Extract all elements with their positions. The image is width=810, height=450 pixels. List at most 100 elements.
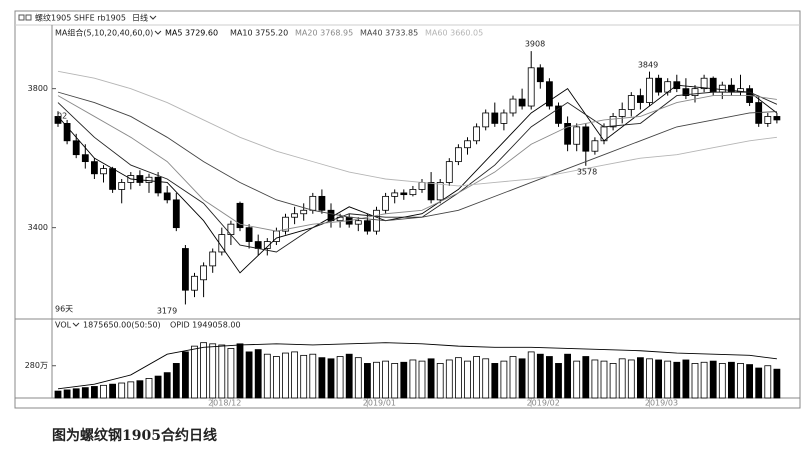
volume-bar — [536, 353, 544, 399]
volume-value: 1875650.00(50:50) — [83, 321, 161, 330]
volume-bar — [373, 361, 380, 399]
candle-body — [500, 112, 508, 124]
volume-bar — [400, 361, 408, 399]
volume-bar — [227, 348, 235, 399]
x-tick-label: 2018/12 — [208, 399, 241, 408]
volume-bar — [282, 352, 289, 399]
volume-bar — [236, 343, 244, 399]
volume-bar — [518, 358, 526, 399]
ma-line — [57, 95, 777, 232]
x-tick-label: 2019/02 — [527, 399, 560, 408]
volume-bar — [600, 360, 608, 399]
volume-bar — [464, 360, 471, 399]
volume-bar — [209, 343, 217, 399]
volume-bar — [354, 357, 362, 399]
annotation: 3849 — [638, 61, 658, 70]
candle-body — [700, 77, 708, 90]
candle-body — [418, 182, 426, 190]
candle-body — [764, 116, 772, 124]
candle-body — [646, 77, 653, 103]
dropdown-icon[interactable] — [149, 15, 157, 20]
volume-bar — [363, 363, 371, 399]
candle-body — [263, 241, 271, 249]
volume-bar — [54, 390, 62, 399]
volume-bar — [454, 357, 462, 399]
candle-body — [227, 223, 235, 236]
candle-body — [409, 189, 417, 196]
menu-icon[interactable] — [25, 14, 32, 21]
menu-icon[interactable] — [18, 14, 25, 21]
volume-bar — [382, 360, 390, 399]
volume-bar — [118, 382, 126, 399]
volume-bar — [81, 387, 89, 399]
volume-bar — [436, 363, 444, 399]
volume-bar — [737, 363, 744, 399]
volume-bar — [473, 356, 481, 399]
volume-bar — [682, 359, 690, 399]
volume-bar — [655, 359, 662, 399]
candle-body — [391, 192, 399, 197]
period[interactable]: 日线 — [132, 13, 148, 23]
candle-body — [100, 168, 107, 175]
volume-bar — [245, 351, 253, 399]
candle-body — [172, 199, 180, 229]
candle-body — [473, 126, 481, 142]
candle-body — [163, 192, 171, 201]
candle-body — [200, 265, 208, 281]
ma-line — [57, 84, 778, 274]
volume-bar — [300, 354, 308, 399]
candle-body — [546, 81, 553, 107]
ma-group-label[interactable]: MA组合(5,10,20,40,60,0) — [55, 28, 153, 38]
volume-bar — [109, 383, 116, 399]
candle-body — [72, 140, 80, 156]
volume-bar — [591, 359, 599, 399]
volume-tick-label: 280万 — [25, 361, 48, 370]
candle-body — [491, 112, 499, 124]
volume-bar — [291, 351, 299, 399]
ma-line — [57, 91, 777, 222]
candle-body — [363, 220, 371, 232]
annotation: 02 — [57, 112, 67, 121]
volume-bar — [673, 361, 681, 399]
volume-bar — [546, 356, 553, 399]
ma-legend: MA5 3729.60 — [165, 29, 218, 38]
ma-legend: MA60 3660.05 — [425, 29, 483, 38]
ma-legend: MA20 3768.95 — [295, 29, 353, 38]
candle-body — [245, 227, 253, 242]
candle-body — [109, 168, 116, 190]
candle-body — [618, 109, 626, 117]
candle-body — [354, 220, 362, 225]
annotation: 96天 — [55, 305, 73, 314]
volume-bar — [418, 360, 426, 399]
candle-body — [637, 95, 644, 103]
candle-body — [655, 77, 662, 93]
candle-body — [309, 195, 317, 211]
x-tick-label: 2019/01 — [363, 399, 396, 408]
candle-body — [527, 67, 535, 107]
volume-bar — [309, 353, 317, 399]
dropdown-icon[interactable] — [72, 322, 80, 327]
dropdown-icon[interactable] — [154, 30, 162, 35]
volume-bar — [63, 389, 71, 399]
annotation: 3179 — [157, 307, 177, 316]
volume-bar — [318, 357, 326, 399]
candle-body — [436, 182, 444, 201]
volume-bar — [91, 386, 98, 399]
symbol-title: 螺纹1905 SHFE rb1905 — [35, 13, 126, 23]
candle-body — [454, 147, 462, 163]
candle-body — [682, 88, 690, 97]
ma-legend: MA40 3733.85 — [360, 29, 418, 38]
volume-bar — [637, 357, 644, 399]
candle-body — [400, 192, 408, 196]
volume-bar — [391, 363, 399, 399]
volume-bar — [218, 344, 226, 399]
candle-body — [382, 195, 390, 211]
volume-bar — [700, 361, 708, 399]
volume-label[interactable]: VOL — [55, 321, 72, 330]
ma-legend: MA10 3755.20 — [230, 29, 288, 38]
candle-body — [63, 123, 71, 142]
ma-line — [57, 70, 777, 187]
candle-body — [373, 209, 380, 232]
volume-bar — [172, 363, 180, 399]
